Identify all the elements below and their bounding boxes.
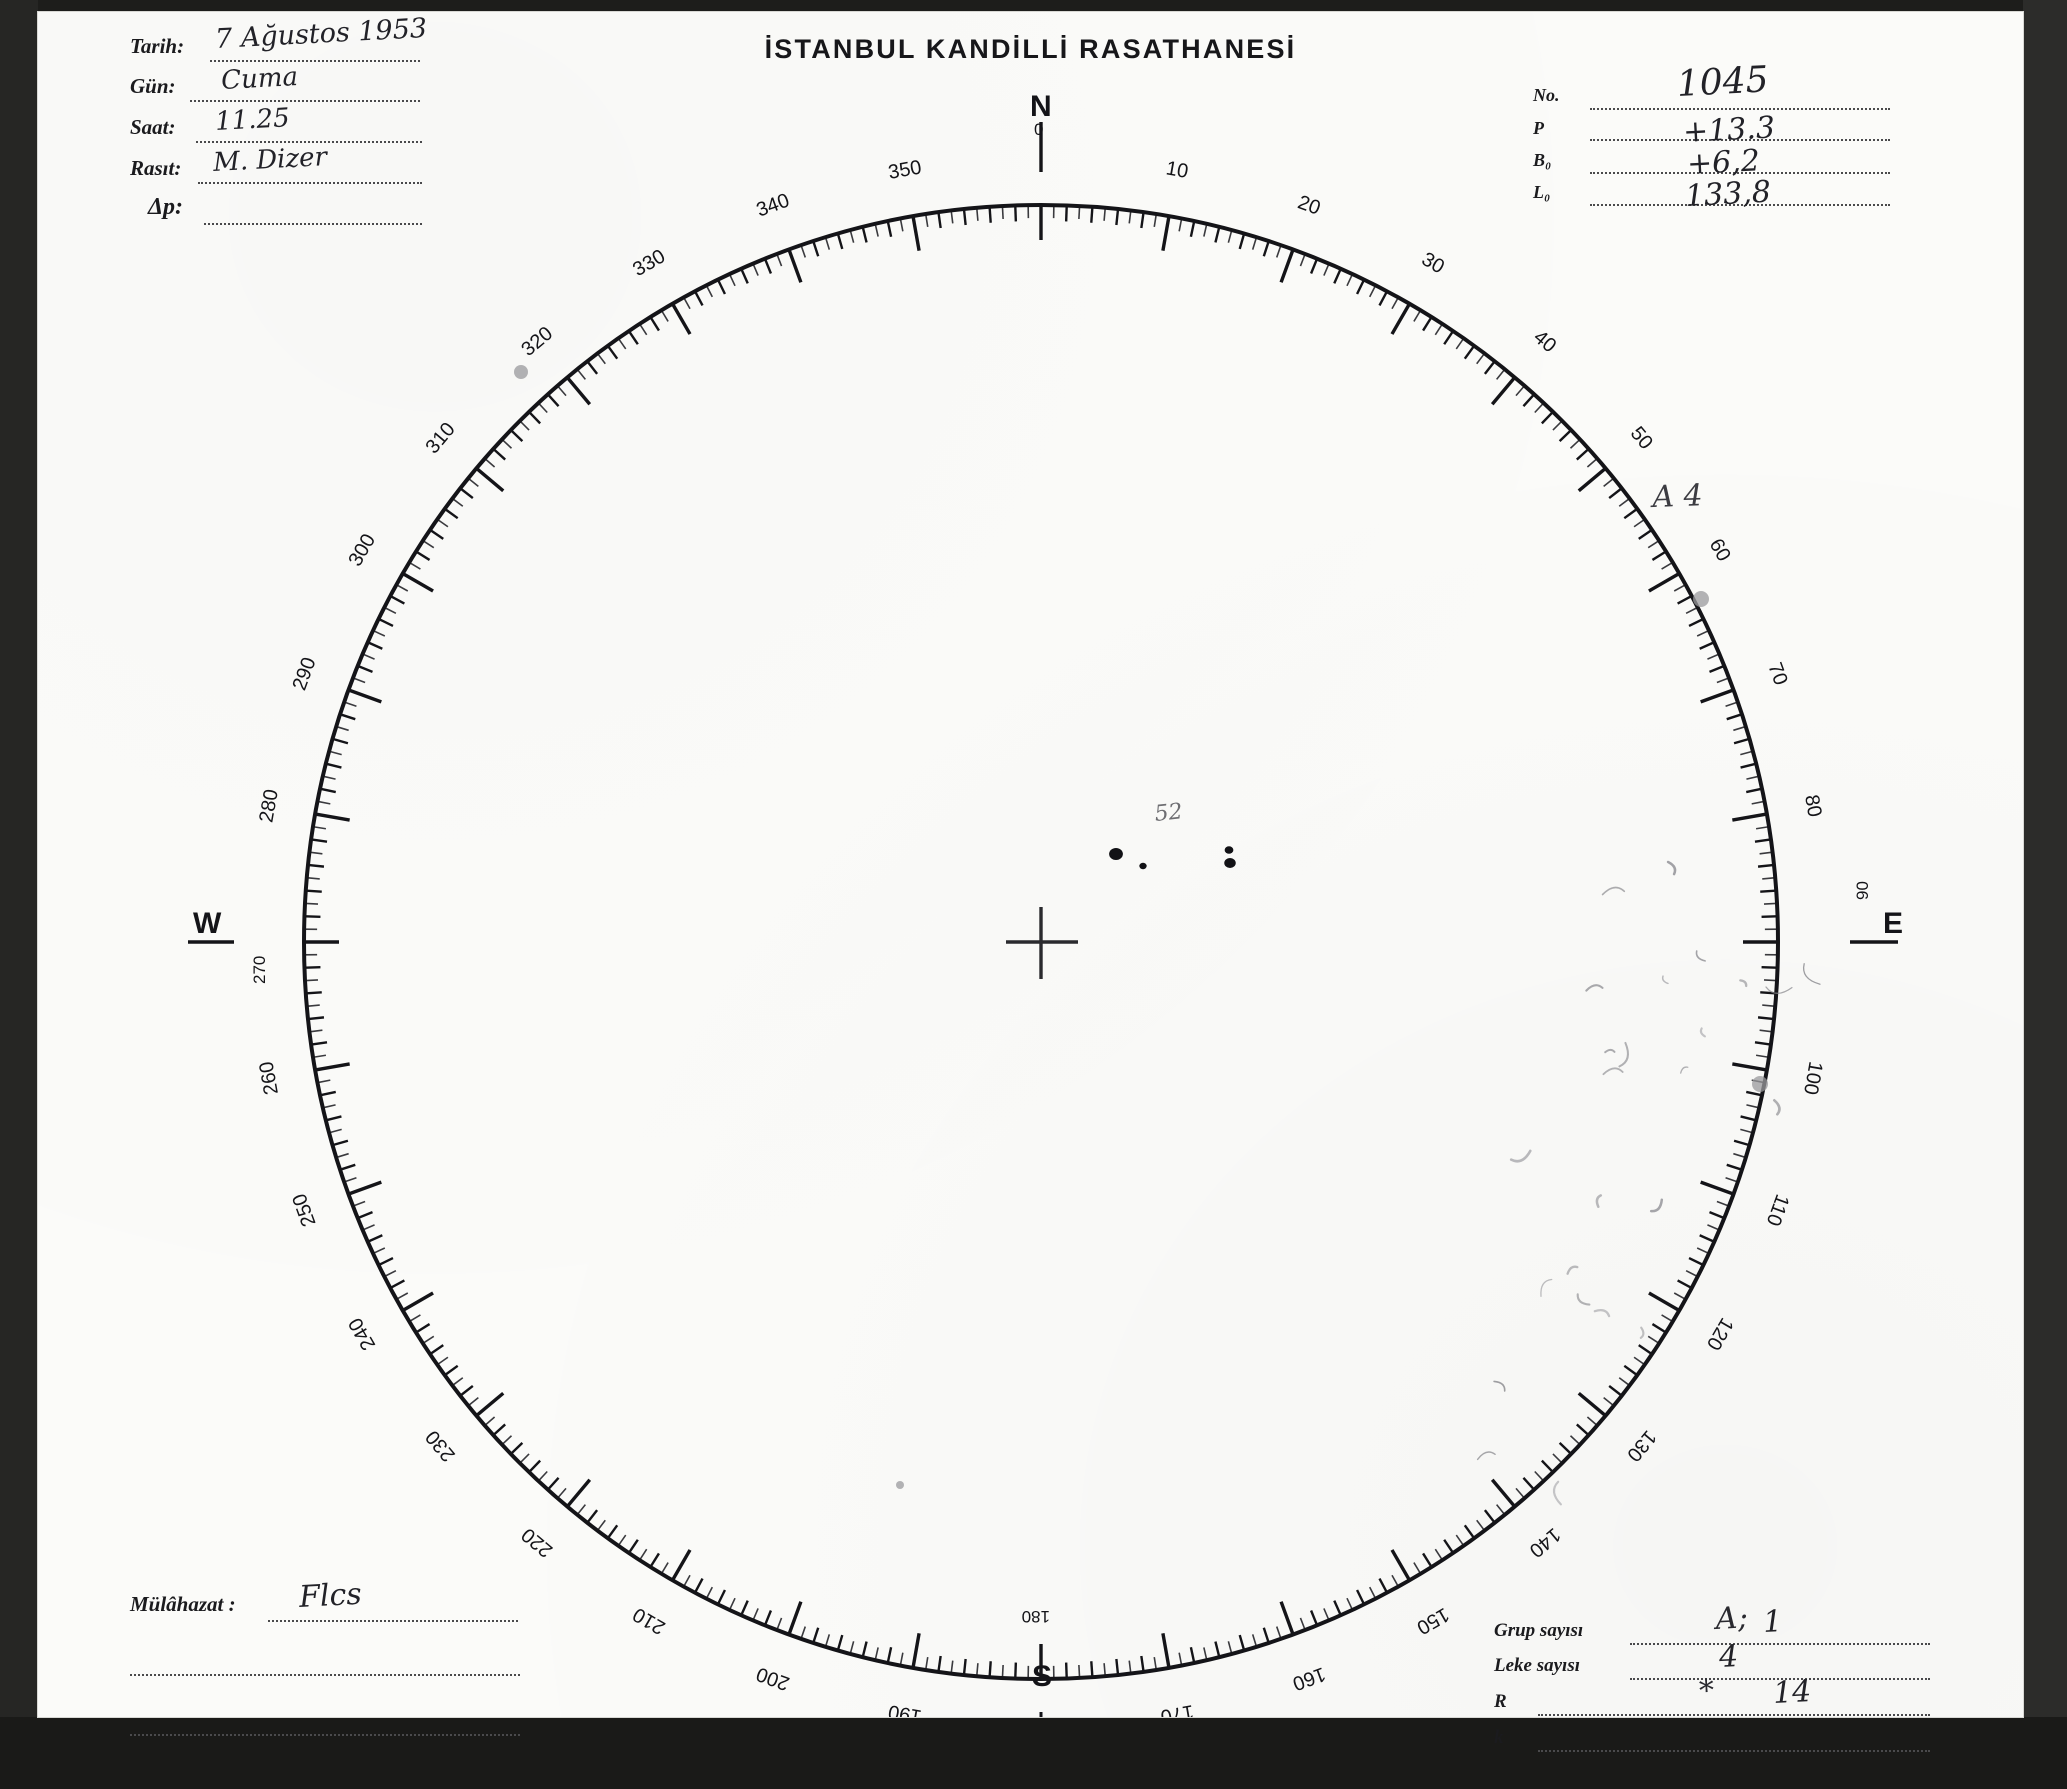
field-value-r-struck: * xyxy=(1698,1673,1715,1709)
svg-text:160: 160 xyxy=(1290,1662,1329,1694)
field-dots-mulahazat xyxy=(268,1620,518,1622)
svg-text:140: 140 xyxy=(1525,1523,1565,1561)
cardinal-letter-w: W xyxy=(193,907,221,941)
svg-text:320: 320 xyxy=(517,322,557,360)
observation-sheet: İSTANBUL KANDİLLİ RASATHANESİ Tarih: 7 A… xyxy=(38,12,2023,1717)
svg-text:110: 110 xyxy=(1762,1191,1794,1228)
svg-text:310: 310 xyxy=(421,418,459,458)
scan-edge-bottom xyxy=(0,1717,2067,1789)
field-label-leke-sayisi: Leke sayısı xyxy=(1494,1655,1580,1677)
svg-text:280: 280 xyxy=(255,788,282,825)
cardinal-degree-n: 0 xyxy=(1034,120,1043,140)
svg-text:40: 40 xyxy=(1529,326,1560,357)
svg-text:290: 290 xyxy=(289,655,321,694)
svg-text:350: 350 xyxy=(887,156,924,183)
cardinal-letter-e: E xyxy=(1883,907,1903,941)
svg-text:150: 150 xyxy=(1413,1603,1453,1639)
cardinal-letter-n: N xyxy=(1030,90,1052,124)
scan-edge-right xyxy=(2023,0,2067,1789)
scan-edge-top xyxy=(0,0,2067,12)
field-dots-grup-sayisi xyxy=(1630,1643,1930,1645)
svg-text:260: 260 xyxy=(255,1060,282,1097)
svg-text:250: 250 xyxy=(289,1191,321,1230)
svg-text:20: 20 xyxy=(1295,191,1323,219)
field-value-r: 14 xyxy=(1772,1674,1812,1711)
svg-text:30: 30 xyxy=(1418,248,1448,278)
cardinal-degree-e: 90 xyxy=(1853,881,1873,900)
annotation-region-a4: A 4 xyxy=(1652,478,1703,515)
svg-text:240: 240 xyxy=(344,1314,380,1354)
scan-edge-left xyxy=(0,0,38,1789)
field-label-grup-sayisi: Grup sayısı xyxy=(1494,1620,1583,1642)
annotation-sunspot-group-52: 52 xyxy=(1153,799,1183,827)
svg-text:100: 100 xyxy=(1799,1060,1826,1097)
svg-text:190: 190 xyxy=(887,1700,924,1717)
svg-text:80: 80 xyxy=(1800,793,1826,819)
cardinal-letter-s: S xyxy=(1032,1660,1052,1694)
svg-text:60: 60 xyxy=(1705,535,1735,565)
svg-text:120: 120 xyxy=(1702,1314,1738,1354)
flocculi-pencil-marks xyxy=(1478,862,1820,1504)
cardinal-indicator-lines xyxy=(188,122,1898,1717)
cardinal-degree-w: 270 xyxy=(250,956,270,984)
footer-blank-line-1 xyxy=(130,1674,520,1676)
field-dots-k xyxy=(1538,1750,1930,1752)
svg-text:130: 130 xyxy=(1622,1426,1660,1466)
field-value-grup-sayisi-struck: А; xyxy=(1714,1600,1749,1637)
field-dots-r xyxy=(1538,1714,1930,1716)
svg-text:300: 300 xyxy=(344,530,380,570)
svg-text:330: 330 xyxy=(629,245,669,281)
svg-text:200: 200 xyxy=(754,1662,793,1694)
svg-text:50: 50 xyxy=(1626,423,1657,454)
svg-text:10: 10 xyxy=(1164,157,1190,183)
field-label-k: k xyxy=(1494,1727,1504,1749)
solar-disc-chart: 10 20 30 40 50 60 70 80 100 110 120 130 140 150 160 170… xyxy=(38,12,2023,1717)
field-label-r: R xyxy=(1494,1691,1507,1713)
footer-blank-line-2 xyxy=(130,1734,520,1736)
sunspot-markers xyxy=(1109,846,1236,869)
screenshot-root: İSTANBUL KANDİLLİ RASATHANESİ Tarih: 7 A… xyxy=(0,0,2067,1789)
cardinal-degree-s: 180 xyxy=(1022,1606,1050,1626)
limb-grey-marks xyxy=(514,365,1768,1489)
field-value-grup-sayisi: 1 xyxy=(1762,1604,1783,1640)
field-value-mulahazat: Flcs xyxy=(298,1577,362,1615)
svg-text:70: 70 xyxy=(1763,660,1791,688)
disc-svg: 1020304050607080100110120130140150160170… xyxy=(38,12,2023,1717)
svg-text:340: 340 xyxy=(754,190,793,222)
disc-center-cross xyxy=(1006,907,1078,979)
svg-text:220: 220 xyxy=(517,1523,557,1561)
svg-text:230: 230 xyxy=(421,1426,459,1466)
svg-text:170: 170 xyxy=(1159,1700,1196,1717)
field-value-leke-sayisi: 4 xyxy=(1718,1639,1739,1675)
svg-text:210: 210 xyxy=(629,1603,669,1639)
field-label-mulahazat: Mülâhazat : xyxy=(130,1592,236,1617)
